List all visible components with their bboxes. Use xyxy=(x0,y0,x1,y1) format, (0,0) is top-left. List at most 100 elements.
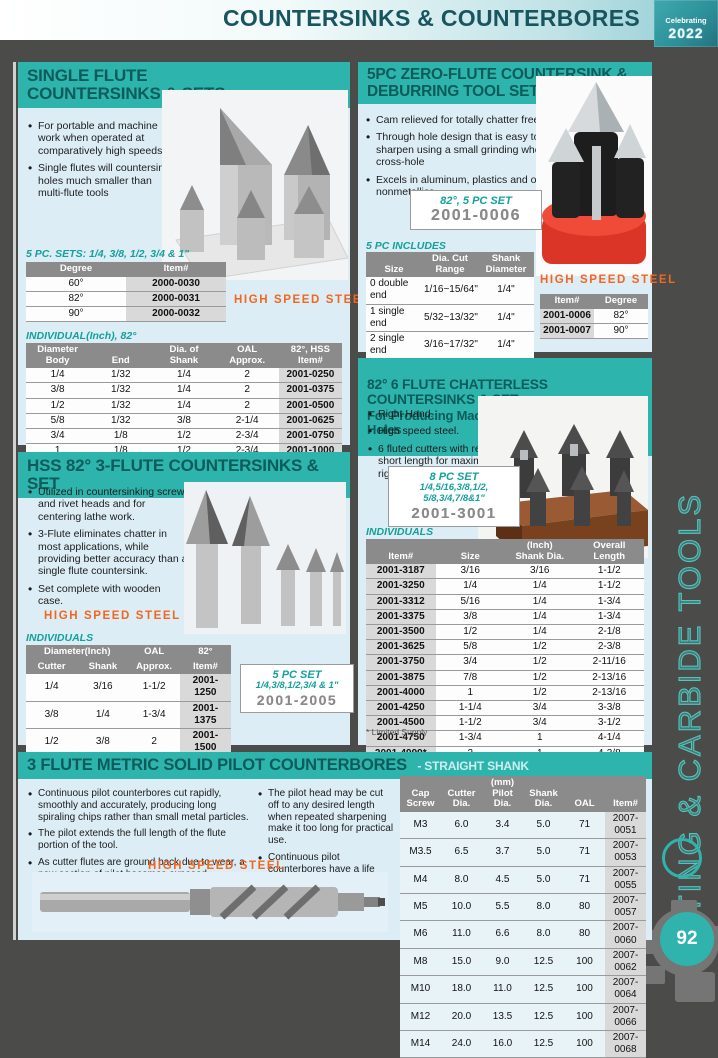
table-cell: 5.5 xyxy=(482,893,523,922)
bullet-item: The pilot head may be cut off to any des… xyxy=(258,787,394,847)
table-cell: 3/16~17/32" xyxy=(422,331,478,360)
table-cell: 3/8 xyxy=(26,382,90,399)
table-cell: 1/2 xyxy=(505,670,575,686)
table-row: M14 24.0 16.0 12.5 100 2007-0068 xyxy=(400,1030,646,1058)
table-cell: 5.0 xyxy=(523,866,564,895)
table-cell: 2001-0006 xyxy=(540,308,594,324)
table-cell: 1/2 xyxy=(505,654,575,671)
table-cell: 11.0 xyxy=(441,920,482,949)
col-header: Degree xyxy=(594,294,648,309)
col-header: Diameter(Inch) xyxy=(26,645,129,660)
table-cell: 2000-0031 xyxy=(126,291,226,308)
table-cell: 1/4 xyxy=(505,578,575,595)
table-cell: 12.5 xyxy=(523,975,564,1004)
chatterless-section: 82° 6 FLUTE CHATTERLESS COUNTERSINKS & S… xyxy=(358,358,652,762)
table-cell: 3/16 xyxy=(77,674,129,702)
table-row: M8 15.0 9.0 12.5 100 2007-0062 xyxy=(400,948,646,977)
table-cell: 3/8 xyxy=(152,413,216,430)
table-cell: 2001-4750 xyxy=(366,730,436,747)
set-box-label: 82°, 5 PC SET xyxy=(440,195,512,207)
table-cell: 100 xyxy=(564,1003,605,1031)
three-flute-set-box: 5 PC SET 1/4,3/8,1/2,3/4 & 1" 2001-2005 xyxy=(240,664,354,713)
table-cell: 2001-3375 xyxy=(366,609,436,626)
table-cell: 2007-0062 xyxy=(605,948,646,977)
zero-flute-degree-table: Item# Degree 2001-0006 82° 2001-0007 90° xyxy=(540,294,648,340)
table-cell: 2001-4250 xyxy=(366,700,436,717)
table-cell: 2001-1375 xyxy=(179,701,231,730)
table-cell: 2-11/16 xyxy=(574,654,644,671)
table-cell: 9.0 xyxy=(482,948,523,977)
table-cell: 1/4 xyxy=(505,624,575,641)
bullet-item: Single flutes will countersink holes muc… xyxy=(28,161,180,199)
table-cell: 3/4 xyxy=(505,700,575,717)
zero-flute-photo xyxy=(536,76,652,281)
zero-flute-bullets: Cam relieved for totally chatter free cu… xyxy=(366,113,576,203)
table-cell: 2001-0250 xyxy=(278,368,342,384)
table-cell: 60° xyxy=(26,276,126,292)
hss-label: HIGH SPEED STEEL xyxy=(44,610,181,622)
table-cell: 4.5 xyxy=(482,866,523,895)
table-cell: 2-3/8 xyxy=(574,639,644,656)
table-cell: 100 xyxy=(564,1030,605,1058)
table-cell: 1-1/4 xyxy=(435,700,505,717)
table-row: 1/2 1/32 1/4 2 2001-0500 xyxy=(26,398,342,414)
table-row: M12 20.0 13.5 12.5 100 2007-0066 xyxy=(400,1003,646,1031)
bullet-item: 3-Flute eliminates chatter in most appli… xyxy=(28,527,188,578)
table-row: 1 single end 5/32~13/32" 1/4" xyxy=(366,304,534,333)
table-row: M6 11.0 6.6 8.0 80 2007-0060 xyxy=(400,920,646,949)
col-header: OAL xyxy=(564,776,605,812)
single-flute-individual-table: Diameter Body End Dia. of Shank OAL Approx.… xyxy=(26,343,342,460)
set-box-label: 5 PC SET xyxy=(272,669,322,681)
table-cell: 2001-0500 xyxy=(278,398,342,414)
counterbores-table: Cap Screw Cutter Dia. (mm) Pilot Dia. Shank… xyxy=(400,776,646,1058)
col-header: OAL Approx. xyxy=(215,343,279,369)
table-cell: 2001-3250 xyxy=(366,578,436,595)
bullet-item: Continuous pilot counterbores cut rapidl… xyxy=(28,787,250,823)
table-row: 2001-3250 1/4 1/4 1-1/2 xyxy=(366,578,644,595)
table-cell: 1/8 xyxy=(89,428,153,445)
table-cell: 3.7 xyxy=(482,838,523,867)
table-cell: 3/8 xyxy=(26,701,78,730)
table-row: 2001-4000 1 1/2 2-13/16 xyxy=(366,685,644,701)
table-row: 90° 2000-0032 xyxy=(26,306,226,323)
table-cell: 1 xyxy=(435,685,505,701)
counterbores-title-text: 3 FLUTE METRIC SOLID PILOT COUNTERBORES xyxy=(27,756,407,774)
table-row: 3/4 1/8 1/2 2-3/4 2001-0750 xyxy=(26,428,342,445)
table-cell: 2001-0625 xyxy=(278,413,342,430)
col-header: Item# xyxy=(179,659,231,675)
table-cell: 12.5 xyxy=(523,948,564,977)
table-cell: 1-1/2 xyxy=(574,578,644,595)
col-header: Cap Screw xyxy=(400,776,441,812)
table-cell: 3/4 xyxy=(435,654,505,671)
three-flute-photo xyxy=(184,482,346,639)
table-row: 2001-3750 3/4 1/2 2-11/16 xyxy=(366,654,644,671)
table-cell: 2001-3312 xyxy=(366,594,436,610)
col-header: Dia. of Shank xyxy=(152,343,216,369)
table-cell: 2007-0055 xyxy=(605,866,646,895)
table-cell: 1-1/2 xyxy=(574,564,644,580)
celebrating-2022-logo: Celebrating 2022 xyxy=(654,0,718,47)
table-row: 0 double end 1/16~15/64" 1/4" xyxy=(366,277,534,305)
table-cell: 10.0 xyxy=(441,893,482,922)
table-cell: 80 xyxy=(564,920,605,949)
table-cell: 2001-3875 xyxy=(366,670,436,686)
table-cell: 2001-3750 xyxy=(366,654,436,671)
col-header: Item# xyxy=(605,776,646,812)
set-box-item-number: 2001-2005 xyxy=(256,691,338,708)
single-flute-photo xyxy=(162,90,349,285)
table-cell: 1/4 xyxy=(152,398,216,414)
table-row: 5/8 1/32 3/8 2-1/4 2001-0625 xyxy=(26,413,342,430)
set-box-sizes-1: 1/4,5/16,3/8,1/2, xyxy=(419,482,489,493)
table-cell: 2001-4000 xyxy=(366,685,436,701)
table-cell: 71 xyxy=(564,838,605,867)
table-cell: 3-3/8 xyxy=(574,700,644,717)
table-cell: 2001-0750 xyxy=(278,428,342,445)
zero-flute-set-box: 82°, 5 PC SET 2001-0006 xyxy=(410,190,542,230)
table-cell: 1 single end xyxy=(366,304,422,333)
table-cell: 71 xyxy=(564,866,605,895)
col-header: Shank Dia. xyxy=(523,776,564,812)
three-flute-bullets: Utilized in countersinking screw and riv… xyxy=(28,485,188,612)
table-cell: M12 xyxy=(400,1003,441,1031)
table-cell: 1/16~15/64" xyxy=(422,277,478,305)
col-header: Approx. xyxy=(128,659,180,675)
